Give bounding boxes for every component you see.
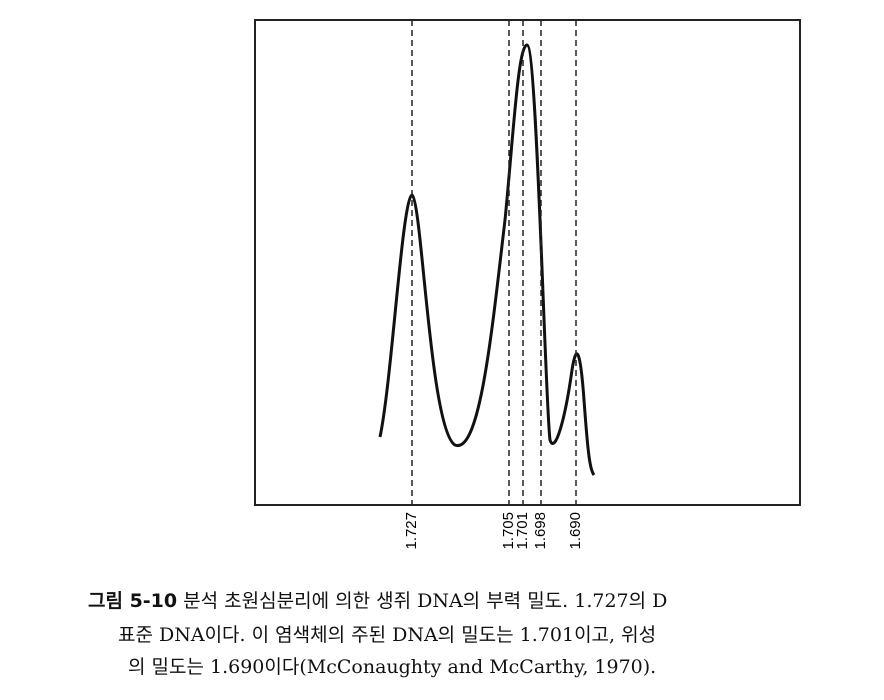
figure-label: 그림 5-10	[88, 590, 178, 612]
marker-label: 1.701	[514, 512, 531, 550]
plot-frame	[254, 19, 801, 506]
marker-label: 1.690	[567, 512, 584, 550]
caption-line: 그림 5-10 분석 초원심분리에 의한 생쥐 DNA의 부력 밀도. 1.72…	[88, 586, 667, 613]
marker-label: 1.698	[532, 512, 549, 550]
marker-label: 1.727	[403, 512, 420, 550]
marker-label: 1.705	[500, 512, 517, 550]
caption-line: 표준 DNA이다. 이 염색체의 주된 DNA의 밀도는 1.701이고, 위성	[118, 624, 657, 646]
density-curve	[378, 43, 596, 476]
caption-line: 의 밀도는 1.690이다(McConaughty and McCarthy, …	[128, 656, 657, 678]
caption-text: 분석 초원심분리에 의한 생쥐 DNA의 부력 밀도. 1.727의 D	[183, 590, 668, 612]
